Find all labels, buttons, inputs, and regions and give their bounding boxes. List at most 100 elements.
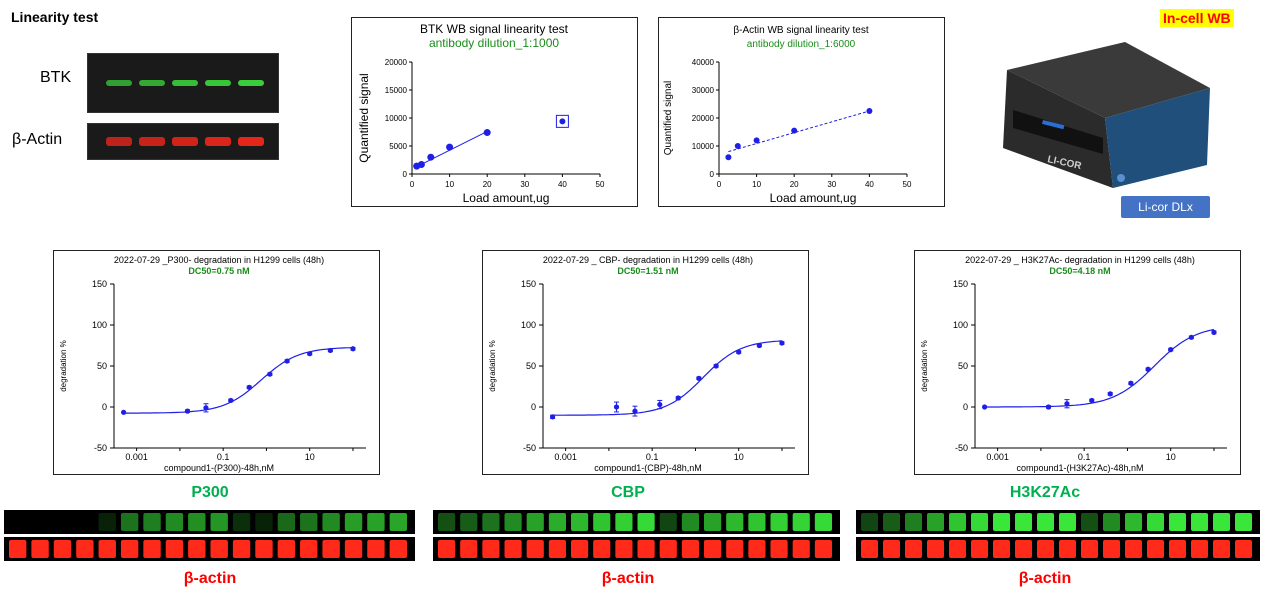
- well: [949, 540, 966, 558]
- blot-band: [139, 80, 165, 86]
- chart-title: 2022-07-29 _ CBP- degradation in H1299 c…: [543, 255, 753, 265]
- well: [905, 540, 922, 558]
- p300-signal-wells: [9, 513, 407, 531]
- x-tick-label: 0.1: [646, 452, 659, 462]
- x-tick-label: 0.001: [986, 452, 1009, 462]
- y-tick-label: 10000: [692, 142, 715, 151]
- well: [1169, 540, 1186, 558]
- h3k27ac-signal-strip: [856, 510, 1260, 534]
- well: [1235, 513, 1252, 531]
- well: [344, 513, 363, 531]
- well: [9, 513, 26, 531]
- cbp-degradation-plot: 2022-07-29 _ CBP- degradation in H1299 c…: [488, 255, 795, 473]
- x-tick-label: 30: [827, 180, 836, 189]
- y-tick-label: 50: [97, 361, 107, 371]
- well: [949, 513, 966, 531]
- cbp-actin-caption: β-actin: [601, 570, 655, 587]
- y-axis-label: degradation %: [920, 340, 929, 392]
- blot-band: [205, 80, 231, 86]
- well: [120, 540, 139, 558]
- x-tick-label: 0.1: [217, 452, 230, 462]
- y-tick-label: 0: [531, 402, 536, 412]
- x-tick-label: 10: [445, 180, 454, 189]
- well: [571, 540, 589, 558]
- data-point: [1128, 380, 1134, 386]
- well: [792, 540, 810, 558]
- fit-curve: [984, 328, 1215, 408]
- well: [593, 513, 611, 531]
- well: [31, 540, 49, 558]
- x-tick-label: 0.001: [125, 452, 148, 462]
- well: [300, 540, 318, 558]
- licor-dlx-button[interactable]: Li-cor DLx: [1121, 196, 1210, 218]
- well: [98, 513, 116, 531]
- well: [1191, 540, 1208, 558]
- well: [993, 540, 1010, 558]
- well: [1103, 540, 1120, 558]
- chart-axes: [974, 284, 1227, 449]
- x-tick-label: 40: [865, 180, 874, 189]
- y-tick-label: 100: [521, 320, 536, 330]
- x-tick-label: 0: [410, 180, 415, 189]
- blot-band: [106, 80, 132, 86]
- x-tick-label: 0: [717, 180, 722, 189]
- well: [188, 540, 206, 558]
- blot-band: [106, 137, 132, 146]
- blot-band: [238, 137, 264, 146]
- well: [927, 513, 944, 531]
- well: [571, 513, 589, 531]
- chart-axes: [113, 284, 366, 449]
- well: [9, 540, 27, 558]
- data-point: [228, 397, 234, 404]
- y-tick-label: 150: [521, 279, 536, 289]
- blot-band: [238, 80, 264, 86]
- chart-axes: [542, 284, 795, 449]
- well: [54, 513, 71, 531]
- y-axis-label: Quantified signal: [357, 73, 371, 162]
- y-tick-label: 0: [403, 170, 408, 179]
- data-point: [753, 137, 760, 144]
- x-axis-label: compound1-(P300)-48h,nM: [164, 463, 274, 473]
- blot-band: [172, 137, 198, 146]
- y-tick-label: 20000: [385, 58, 408, 67]
- well: [526, 540, 544, 558]
- y-axis-label: degradation %: [59, 340, 68, 392]
- data-point: [246, 384, 252, 390]
- well: [277, 540, 296, 558]
- chart-axes: [411, 62, 600, 175]
- actin-linearity-chart: β-Actin WB signal linearity test antibody…: [658, 17, 945, 207]
- well: [53, 540, 72, 558]
- blot-band: [172, 80, 198, 86]
- y-tick-label: 50: [526, 361, 536, 371]
- well: [1103, 513, 1120, 531]
- chart-title: β-Actin WB signal linearity test: [733, 25, 868, 36]
- data-point: [657, 401, 663, 408]
- data-point: [184, 408, 191, 414]
- p300-degradation-plot: 2022-07-29 _P300- degradation in H1299 c…: [59, 255, 366, 473]
- h3k27ac-caption: H3K27Ac: [1009, 484, 1081, 501]
- x-axis-label: Load amount,ug: [463, 191, 550, 205]
- x-axis-label: compound1-(CBP)-48h,nM: [594, 463, 702, 473]
- data-point: [1064, 401, 1070, 407]
- h3k27ac-actin-wells: [861, 540, 1252, 558]
- well: [438, 540, 456, 558]
- well: [748, 540, 766, 558]
- well: [143, 540, 161, 558]
- well: [748, 513, 766, 531]
- data-point: [446, 143, 454, 151]
- data-point: [307, 351, 313, 357]
- well: [504, 540, 522, 558]
- blot-band: [205, 137, 231, 146]
- well: [1081, 513, 1098, 531]
- well: [367, 540, 385, 558]
- well: [1147, 540, 1164, 558]
- y-tick-label: 150: [953, 279, 968, 289]
- well: [367, 513, 385, 531]
- well: [861, 540, 878, 558]
- data-point: [483, 129, 491, 137]
- well: [31, 513, 48, 531]
- well: [883, 540, 900, 558]
- y-tick-label: 0: [963, 402, 968, 412]
- data-point: [284, 358, 290, 364]
- cbp-degradation-chart: 2022-07-29 _ CBP- degradation in H1299 c…: [482, 250, 809, 475]
